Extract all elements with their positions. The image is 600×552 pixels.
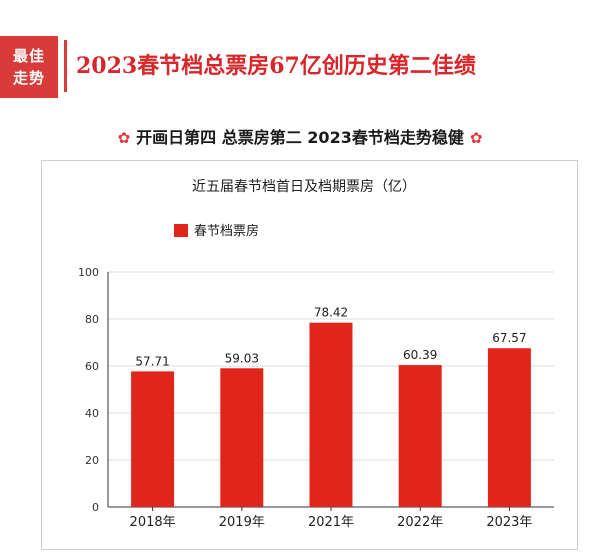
flower-icon-right: ✿	[469, 129, 483, 147]
x-tick-label: 2023年	[486, 515, 532, 530]
bar	[220, 368, 264, 507]
bar-chart: 近五届春节档首日及档期票房（亿） 春节档票房 0 20 40 60 80 100 57.71 20…	[78, 179, 554, 530]
bar	[487, 348, 531, 507]
y-tick-label: 20	[85, 454, 99, 467]
chart-title: 近五届春节档首日及档期票房（亿）	[192, 179, 416, 195]
legend-label: 春节档票房	[194, 223, 259, 239]
data-label: 57.71	[135, 354, 169, 368]
badge-line-2: 走势	[12, 69, 45, 87]
x-tick-label: 2018年	[130, 515, 176, 530]
y-tick-label: 40	[85, 407, 99, 420]
y-tick-label: 60	[85, 360, 99, 373]
data-label: 59.03	[225, 351, 259, 365]
bar	[309, 322, 353, 507]
y-tick-label: 0	[92, 501, 99, 514]
data-label: 60.39	[403, 348, 437, 362]
x-tick-label: 2021年	[308, 515, 354, 530]
badge-line-1: 最佳	[12, 47, 45, 65]
chart-frame: 近五届春节档首日及档期票房（亿） 春节档票房 0 20 40 60 80 100 57.71 20…	[41, 160, 578, 550]
y-tick-label: 100	[78, 266, 99, 279]
legend-swatch	[174, 224, 188, 237]
flower-icon-left: ✿	[117, 129, 131, 147]
y-tick-label: 80	[85, 313, 99, 326]
title-divider	[64, 40, 67, 92]
x-tick-label: 2019年	[219, 515, 265, 530]
subtitle-line: ✿ 开画日第四 总票房第二 2023春节档走势稳健 ✿	[0, 124, 600, 148]
data-label: 67.57	[492, 331, 526, 345]
section-badge: 最佳 走势	[0, 36, 58, 98]
x-tick-label: 2022年	[397, 515, 443, 530]
bar	[131, 371, 175, 507]
bar	[398, 365, 442, 507]
page-title: 2023春节档总票房67亿创历史第二佳绩	[76, 53, 476, 79]
data-label: 78.42	[314, 306, 348, 320]
subtitle-text: 开画日第四 总票房第二 2023春节档走势稳健	[136, 128, 464, 147]
